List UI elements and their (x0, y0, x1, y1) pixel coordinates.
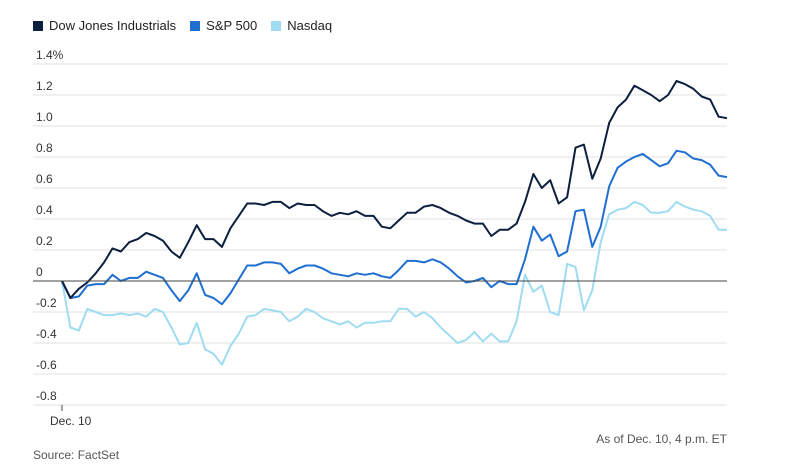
legend-swatch-dow (33, 20, 43, 31)
timestamp-note: As of Dec. 10, 4 p.m. ET (596, 432, 727, 446)
series-line-s-p-500 (61, 149, 728, 306)
legend: Dow Jones Industrials S&P 500 Nasdaq (33, 18, 332, 33)
y-tick-label: 0 (36, 265, 43, 279)
series-line-nasdaq (61, 200, 727, 366)
legend-item-nasdaq: Nasdaq (271, 18, 332, 33)
y-tick-label: 0.8 (36, 141, 53, 155)
legend-label-dow: Dow Jones Industrials (49, 18, 177, 33)
y-axis-tick-labels: 1.4% 1.2 1.0 0.8 0.6 0.4 0.2 0 -0.2 -0.4 -0.6 -0.8 (36, 48, 64, 403)
y-tick-label: 0.6 (36, 172, 53, 186)
source-note: Source: FactSet (33, 448, 120, 462)
legend-label-sp500: S&P 500 (206, 18, 258, 33)
series-lines (61, 80, 728, 366)
legend-item-dow: Dow Jones Industrials (33, 18, 176, 33)
y-tick-label: -0.4 (36, 327, 57, 341)
y-tick-label: 0.4 (36, 203, 53, 217)
y-tick-label: -0.2 (36, 296, 57, 310)
y-tick-label: -0.6 (36, 358, 57, 372)
legend-swatch-sp500 (190, 20, 201, 31)
x-axis-tick-label: Dec. 10 (50, 414, 92, 428)
legend-swatch-nasdaq (271, 20, 282, 31)
y-tick-label: 1.2 (36, 79, 53, 93)
legend-label-nasdaq: Nasdaq (287, 18, 333, 33)
y-tick-label: 1.4% (36, 48, 64, 62)
grid-lines (33, 63, 727, 406)
y-tick-label: 0.2 (36, 234, 53, 248)
y-tick-label: -0.8 (36, 389, 57, 403)
y-tick-label: 1.0 (36, 110, 53, 124)
legend-item-sp500: S&P 500 (190, 18, 257, 33)
series-line-dow-jones-industrials (61, 80, 728, 299)
